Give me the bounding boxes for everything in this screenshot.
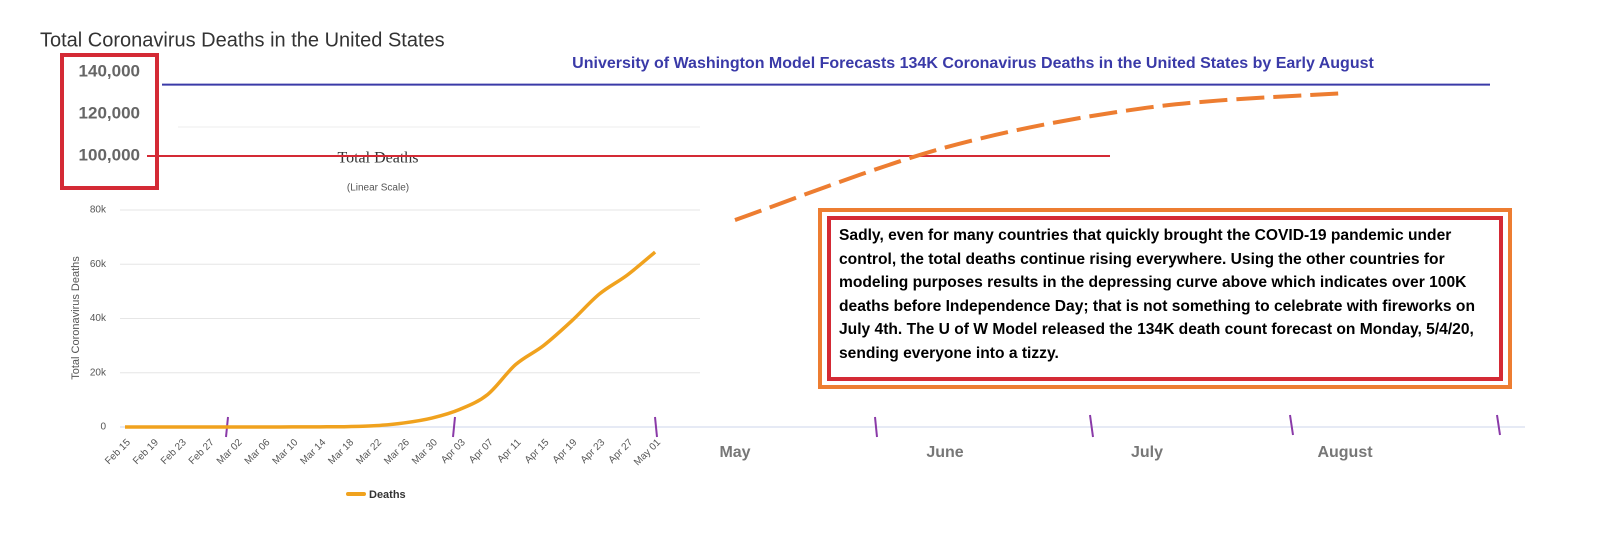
month-label: May xyxy=(719,444,750,461)
data-line xyxy=(125,250,657,429)
x-tick-label: Apr 23 xyxy=(579,437,608,466)
x-tick-label: Feb 27 xyxy=(187,437,217,467)
y2-tick-label: 120,000 xyxy=(79,103,140,122)
x-tick-label: Feb 15 xyxy=(103,437,133,467)
month-label: July xyxy=(1131,444,1163,461)
y2-tick-label: 100,000 xyxy=(79,145,140,164)
x-tick-label: Mar 10 xyxy=(271,437,301,467)
forecast-line xyxy=(734,91,1346,222)
x-tick-label: Mar 06 xyxy=(243,437,273,467)
note-text: Sadly, even for many countries that quic… xyxy=(827,216,1503,381)
month-tick xyxy=(874,416,878,438)
x-tick-label: Apr 19 xyxy=(551,437,580,466)
x-tick-label: Apr 15 xyxy=(523,437,552,466)
y-axis-label: Total Coronavirus Deaths xyxy=(70,256,82,380)
x-tick-label: Mar 22 xyxy=(354,437,384,467)
y-tick-label: 0 xyxy=(100,422,106,433)
month-label: August xyxy=(1317,444,1373,461)
y-tick-label: 20k xyxy=(90,367,107,378)
subtitle: (Linear Scale) xyxy=(347,183,409,194)
month-tick xyxy=(654,416,658,438)
x-tick-label: Mar 26 xyxy=(382,437,412,467)
y-tick-label: 80k xyxy=(90,205,107,216)
month-tick xyxy=(1496,414,1501,436)
month-tick xyxy=(1089,414,1094,438)
x-tick-label: Mar 14 xyxy=(299,437,329,467)
y-tick-label: 60k xyxy=(90,259,107,270)
month-tick xyxy=(452,416,456,438)
x-tick-label: Apr 27 xyxy=(607,437,636,466)
note-box: Sadly, even for many countries that quic… xyxy=(818,208,1512,389)
month-tick xyxy=(1289,414,1294,436)
x-tick-label: Apr 11 xyxy=(495,437,523,465)
x-tick-label: Feb 19 xyxy=(131,437,161,467)
x-tick-label: Apr 03 xyxy=(439,437,468,466)
x-tick-label: Apr 07 xyxy=(467,437,496,466)
y-tick-label: 40k xyxy=(90,313,107,324)
inner-title: Total Deaths xyxy=(337,150,418,167)
chart-title: Total Coronavirus Deaths in the United S… xyxy=(40,29,445,51)
month-ticks xyxy=(225,414,1501,438)
x-tick-label: Feb 23 xyxy=(159,437,189,467)
highlight-box xyxy=(60,53,159,190)
y2-tick-label: 140,000 xyxy=(79,61,140,80)
x-tick-label: May 01 xyxy=(632,437,663,468)
month-label: June xyxy=(926,444,963,461)
x-tick-label: Mar 02 xyxy=(215,437,245,467)
headline: University of Washington Model Forecasts… xyxy=(572,55,1374,72)
x-tick-label: Mar 18 xyxy=(326,437,356,467)
legend-label: Deaths xyxy=(369,489,406,501)
x-tick-label: Mar 30 xyxy=(410,437,440,467)
